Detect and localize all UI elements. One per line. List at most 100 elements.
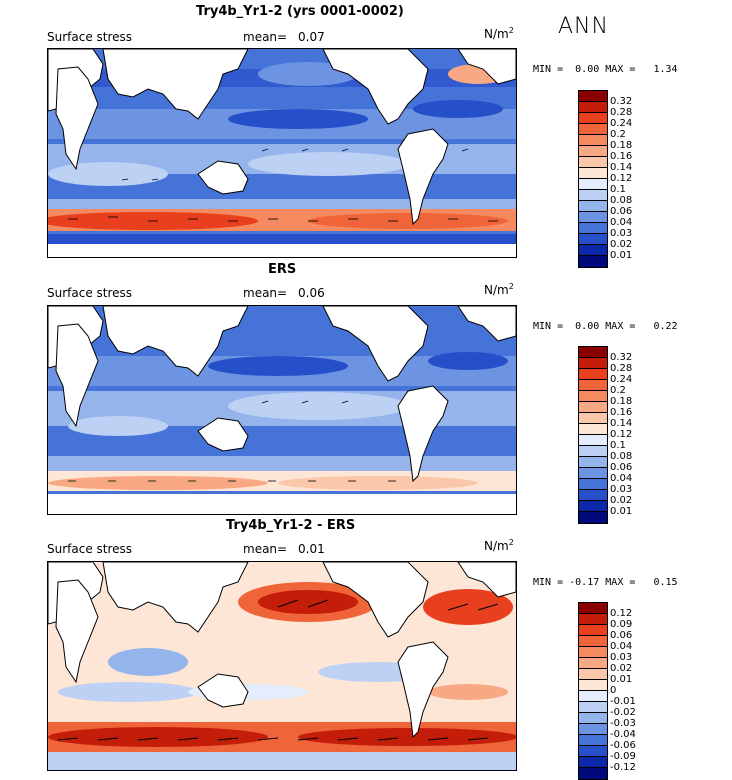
colorbar-swatch (579, 245, 607, 256)
colorbar-label: -0.02 (610, 707, 636, 718)
colorbar-swatch (579, 658, 607, 669)
colorbar-label: 0.32 (610, 352, 633, 363)
colorbar-label: 0.01 (610, 674, 633, 685)
colorbar-swatch (579, 102, 607, 113)
colorbar-swatch (579, 124, 607, 135)
colorbar-swatch (579, 680, 607, 691)
colorbar-label: 0.02 (610, 663, 633, 674)
panel-1-minmax: MIN = 0.00 MAX = 1.34 (533, 64, 678, 75)
panel-1-unit: N/m2 (484, 26, 514, 41)
colorbar-swatch (579, 135, 607, 146)
colorbar-label: -0.01 (610, 696, 636, 707)
colorbar-swatch (579, 201, 607, 212)
colorbar-label: 0.28 (610, 107, 633, 118)
season-label: ANN (558, 14, 609, 39)
panel-1-mean-value: 0.07 (298, 30, 325, 44)
colorbar-swatch (579, 391, 607, 402)
panel-2-title: ERS (268, 262, 297, 277)
panel-2-map (47, 305, 517, 515)
colorbar-label: 0.12 (610, 173, 633, 184)
panel-3-field-label: Surface stress (47, 542, 133, 556)
colorbar-swatch (579, 91, 607, 102)
colorbar-label: -0.06 (610, 740, 636, 751)
colorbar-label: 0.18 (610, 396, 633, 407)
colorbar-swatch (579, 702, 607, 713)
colorbar-swatch (579, 468, 607, 479)
colorbar-swatch (579, 757, 607, 768)
panel-3-title: Try4b_Yr1-2 - ERS (226, 518, 356, 533)
colorbar-label: 0.09 (610, 619, 633, 630)
colorbar-label: 0 (610, 685, 617, 696)
panel-3-colorbar (578, 602, 608, 780)
panel-2-minmax: MIN = 0.00 MAX = 0.22 (533, 321, 678, 332)
colorbar-label: 0.12 (610, 608, 633, 619)
colorbar-swatch (579, 179, 607, 190)
colorbar-swatch (579, 614, 607, 625)
colorbar-label: 0.28 (610, 363, 633, 374)
colorbar-label: -0.09 (610, 751, 636, 762)
colorbar-label: -0.04 (610, 729, 636, 740)
colorbar-label: 0.03 (610, 652, 633, 663)
colorbar-swatch (579, 347, 607, 358)
colorbar-swatch (579, 490, 607, 501)
panel-2-mean-value: 0.06 (298, 286, 325, 300)
colorbar-label: 0.1 (610, 184, 626, 195)
colorbar-swatch (579, 724, 607, 735)
panel-3-map (47, 561, 517, 771)
panel-1-map-svg (48, 49, 516, 257)
colorbar-swatch (579, 424, 607, 435)
panel-2-mean-label: mean= (243, 286, 288, 300)
panel-2-colorbar (578, 346, 608, 524)
colorbar-swatch (579, 369, 607, 380)
panel-2-unit: N/m2 (484, 282, 514, 297)
colorbar-swatch (579, 735, 607, 746)
colorbar-swatch (579, 446, 607, 457)
colorbar-swatch (579, 380, 607, 391)
colorbar-label: 0.24 (610, 374, 633, 385)
panel-3-mean-label: mean= (243, 542, 288, 556)
colorbar-label: 0.14 (610, 418, 633, 429)
colorbar-label: 0.06 (610, 206, 633, 217)
colorbar-label: 0.18 (610, 140, 633, 151)
colorbar-label: 0.24 (610, 118, 633, 129)
panel-3-minmax: MIN = -0.17 MAX = 0.15 (533, 577, 678, 588)
colorbar-swatch (579, 457, 607, 468)
colorbar-swatch (579, 157, 607, 168)
colorbar-swatch (579, 691, 607, 702)
colorbar-label: -0.03 (610, 718, 636, 729)
panel-1-field-label: Surface stress (47, 30, 133, 44)
colorbar-label: 0.12 (610, 429, 633, 440)
colorbar-swatch (579, 746, 607, 757)
colorbar-swatch (579, 413, 607, 424)
colorbar-label: 0.16 (610, 407, 633, 418)
colorbar-swatch (579, 603, 607, 614)
colorbar-swatch (579, 168, 607, 179)
colorbar-swatch (579, 435, 607, 446)
colorbar-label: 0.06 (610, 630, 633, 641)
colorbar-swatch (579, 713, 607, 724)
panel-1-colorbar (578, 90, 608, 268)
colorbar-label: 0.1 (610, 440, 626, 451)
colorbar-swatch (579, 190, 607, 201)
colorbar-swatch (579, 479, 607, 490)
colorbar-swatch (579, 146, 607, 157)
panel-3-map-svg (48, 562, 516, 770)
panel-2-map-svg (48, 306, 516, 514)
colorbar-label: 0.01 (610, 250, 633, 261)
colorbar-label: 0.08 (610, 451, 633, 462)
colorbar-label: 0.16 (610, 151, 633, 162)
colorbar-label: 0.01 (610, 506, 633, 517)
colorbar-label: 0.2 (610, 129, 626, 140)
panel-1-mean-label: mean= (243, 30, 288, 44)
colorbar-swatch (579, 212, 607, 223)
colorbar-label: 0.04 (610, 473, 633, 484)
panel-1-title: Try4b_Yr1-2 (yrs 0001-0002) (196, 4, 404, 19)
colorbar-label: 0.08 (610, 195, 633, 206)
panel-3-mean-value: 0.01 (298, 542, 325, 556)
panel-1-map (47, 48, 517, 258)
colorbar-swatch (579, 636, 607, 647)
colorbar-label: 0.02 (610, 239, 633, 250)
colorbar-swatch (579, 113, 607, 124)
colorbar-swatch (579, 234, 607, 245)
colorbar-swatch (579, 501, 607, 512)
